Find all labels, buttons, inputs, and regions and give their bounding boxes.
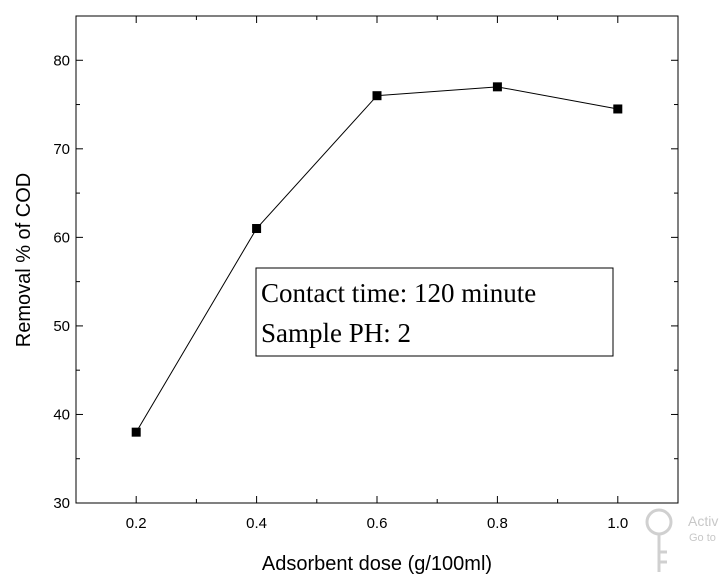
annotation-line-sample-ph: Sample PH: 2 xyxy=(261,318,411,348)
watermark-text: Activ xyxy=(688,513,718,529)
x-tick-label: 0.2 xyxy=(126,515,147,532)
watermark: Activ Go to xyxy=(645,508,718,572)
annotation-box: Contact time: 120 minute Sample PH: 2 xyxy=(255,267,614,357)
data-point xyxy=(372,91,382,101)
x-tick-label: 1.0 xyxy=(607,515,628,532)
plot-frame xyxy=(75,15,679,504)
x-tick-label: 0.4 xyxy=(246,515,267,532)
annotation-line-contact-time: Contact time: 120 minute xyxy=(261,278,536,308)
series-layer xyxy=(131,82,623,437)
annotation-frame xyxy=(255,267,614,357)
y-tick-label: 70 xyxy=(53,141,70,158)
watermark-subtext: Go to xyxy=(689,532,716,544)
data-point xyxy=(492,82,502,92)
y-axis-title: Removal % of COD xyxy=(13,173,35,348)
data-point xyxy=(252,224,262,234)
ticks: 30 40 50 60 70 80 0.2 0.4 0.6 0.8 1.0 xyxy=(53,16,679,532)
y-tick-label: 50 xyxy=(53,318,70,335)
x-tick-label: 0.6 xyxy=(367,515,388,532)
x-tick-label: 0.8 xyxy=(487,515,508,532)
data-point xyxy=(131,427,141,437)
key-icon xyxy=(645,508,673,572)
series-line xyxy=(135,86,618,433)
data-point xyxy=(613,104,623,114)
y-tick-label: 80 xyxy=(53,52,70,69)
y-tick-label: 30 xyxy=(53,495,70,512)
axes xyxy=(75,15,679,504)
x-axis-title: Adsorbent dose (g/100ml) xyxy=(262,553,492,575)
y-tick-label: 60 xyxy=(53,229,70,246)
y-tick-label: 40 xyxy=(53,406,70,423)
